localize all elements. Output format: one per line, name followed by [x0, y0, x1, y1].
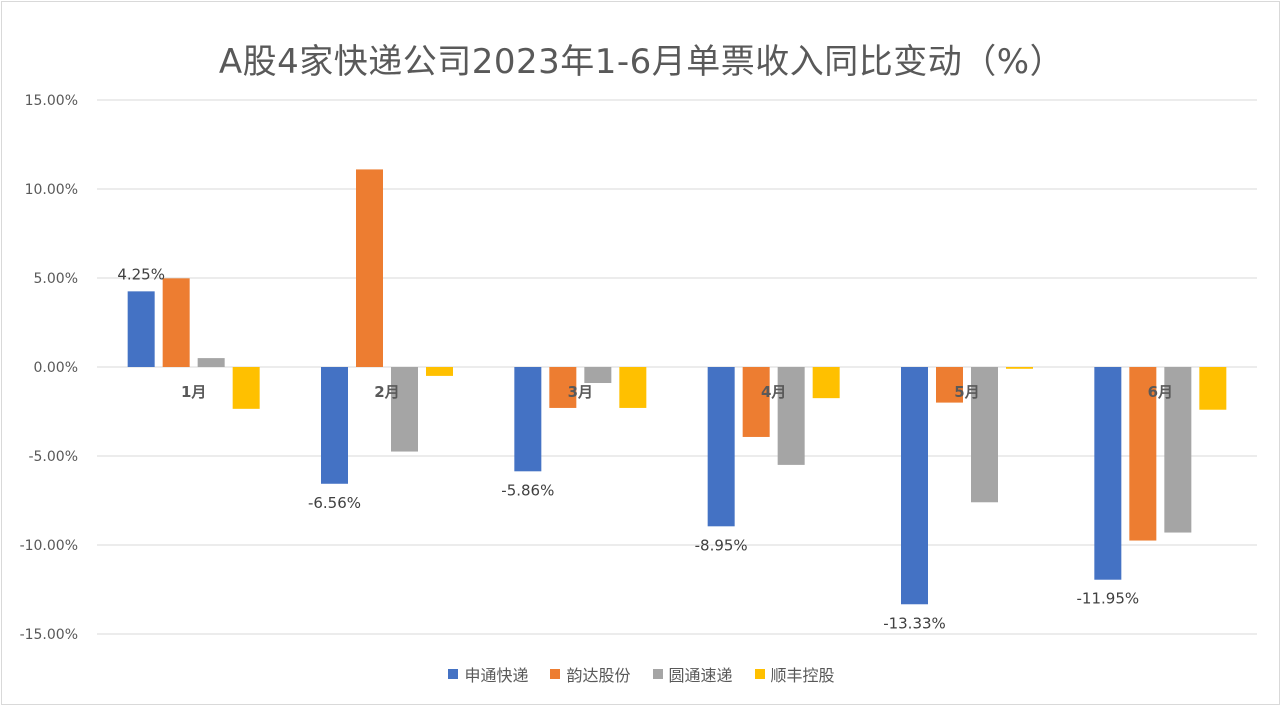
chart-title: A股4家快递公司2023年1-6月单票收入同比变动（%）	[218, 42, 1065, 82]
x-tick-label: 6月	[1148, 383, 1173, 401]
data-label: 4.25%	[117, 265, 165, 283]
legend-swatch	[754, 669, 765, 679]
data-label: -8.95%	[695, 536, 748, 554]
x-tick-label: 5月	[954, 383, 979, 401]
bar	[1199, 367, 1227, 410]
bar	[971, 367, 998, 503]
legend-item: 韵达股份	[550, 662, 631, 686]
bar	[321, 367, 348, 484]
legend-label: 圆通速递	[668, 666, 733, 685]
bar	[127, 291, 155, 367]
bar	[426, 367, 453, 376]
bar	[1094, 367, 1122, 580]
bar	[812, 367, 840, 399]
bar	[1164, 367, 1192, 533]
y-tick-label: 0.00%	[34, 360, 78, 376]
y-tick-label: -10.00%	[20, 538, 78, 554]
bar	[162, 278, 190, 367]
x-tick-label: 1月	[181, 383, 206, 401]
y-tick-label: 10.00%	[25, 182, 78, 198]
data-label: -13.33%	[883, 614, 946, 632]
bar	[1006, 367, 1033, 369]
x-tick-label: 3月	[568, 383, 593, 401]
y-tick-label: -5.00%	[28, 449, 78, 465]
bar	[197, 358, 225, 367]
bar	[901, 367, 928, 605]
bar	[514, 367, 542, 472]
data-label: -5.86%	[501, 481, 554, 499]
data-label: -11.95%	[1077, 590, 1140, 608]
legend-label: 韵达股份	[566, 666, 631, 685]
bar	[707, 367, 735, 527]
legend-swatch	[652, 669, 663, 679]
bar	[549, 367, 577, 408]
y-tick-label: 15.00%	[25, 93, 78, 109]
bar	[356, 169, 383, 367]
y-tick-label: -15.00%	[20, 627, 78, 643]
bar	[232, 367, 260, 409]
legend-item: 圆通速递	[652, 662, 733, 686]
bar	[391, 367, 418, 452]
legend-item: 顺丰控股	[754, 662, 835, 686]
x-tick-label: 2月	[374, 383, 399, 401]
bar	[619, 367, 647, 408]
data-label: -6.56%	[308, 494, 361, 512]
legend-swatch	[550, 669, 561, 679]
legend-label: 申通快递	[464, 666, 529, 685]
legend-item: 申通快递	[448, 662, 528, 686]
bar	[584, 367, 612, 384]
bar	[742, 367, 770, 437]
bar	[1129, 367, 1157, 541]
x-tick-label: 4月	[761, 383, 786, 401]
legend-label: 顺丰控股	[770, 666, 835, 685]
legend-swatch	[448, 669, 459, 679]
bar	[936, 367, 963, 403]
bar	[777, 367, 805, 465]
legend: 申通快递 韵达股份 圆通速递 顺丰控股	[0, 662, 1283, 686]
y-tick-label: 5.00%	[34, 271, 78, 287]
